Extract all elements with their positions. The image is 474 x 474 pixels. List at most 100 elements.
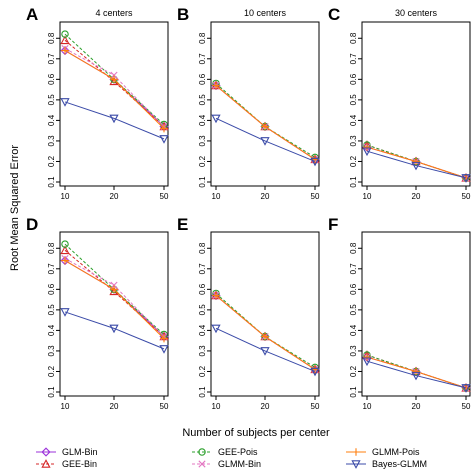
y-tick-label: 0.1 (198, 176, 207, 188)
y-tick-label: 0.8 (198, 32, 207, 44)
panel-letter: C (328, 5, 340, 24)
panel-title: 10 centers (244, 8, 287, 18)
y-tick-label: 0.6 (47, 283, 56, 295)
y-tick-label: 0.6 (47, 73, 56, 85)
panel-b: B 10 centers 0.1 0.2 0.3 0.4 0.5 0.6 0.7 0.8 10 20 5… (177, 5, 320, 201)
x-axis-label: Number of subjects per center (182, 427, 330, 439)
y-tick-label: 0.4 (349, 114, 358, 126)
legend-item: GEE-Pois (192, 447, 258, 457)
legend-label: GLMM-Bin (218, 459, 261, 469)
y-tick-label: 0.8 (198, 242, 207, 254)
panel-f: F 0.1 0.2 0.3 0.4 0.5 0.6 0.7 0.8 10 20 50 (328, 215, 471, 411)
data-point (159, 135, 169, 144)
data-point (363, 353, 371, 361)
x-tick-label: 50 (160, 192, 169, 201)
data-point (261, 122, 269, 131)
y-tick-label: 0.6 (198, 73, 207, 85)
series-line (64, 260, 165, 339)
y-tick-label: 0.4 (47, 114, 56, 126)
y-tick-label: 0.5 (349, 304, 358, 316)
y-tick-label: 0.7 (47, 53, 56, 65)
series-glmm-pois (61, 46, 168, 133)
data-point (363, 143, 371, 151)
y-tick-label: 0.7 (47, 263, 56, 275)
x-tick-label: 10 (212, 402, 221, 411)
series-line (215, 327, 316, 372)
y-tick-label: 0.3 (349, 345, 358, 357)
y-tick-label: 0.8 (349, 32, 358, 44)
series-line (64, 249, 165, 337)
data-point (60, 98, 70, 107)
series-glm-bin (60, 256, 169, 342)
data-point (411, 161, 421, 171)
legend-item: GLMM-Pois (346, 447, 420, 457)
y-tick-label: 0.7 (349, 53, 358, 65)
series-line (64, 50, 165, 129)
data-point (261, 332, 269, 341)
x-tick-label: 20 (110, 402, 119, 411)
y-tick-label: 0.4 (198, 114, 207, 126)
y-tick-label: 0.2 (349, 155, 358, 167)
data-point (212, 81, 220, 90)
y-tick-label: 0.2 (349, 365, 358, 377)
series-bayes-glmm (362, 357, 471, 393)
x-tick-label: 10 (61, 192, 70, 201)
data-point (362, 147, 372, 157)
series-line (366, 360, 467, 389)
legend-label: GEE-Pois (218, 447, 258, 457)
y-tick-label: 0.8 (47, 32, 56, 44)
y-tick-label: 0.5 (47, 94, 56, 106)
series-line (366, 150, 467, 179)
data-point (461, 384, 471, 393)
panel-letter: E (177, 215, 188, 234)
series-line (215, 83, 316, 158)
y-tick-label: 0.5 (198, 94, 207, 106)
y-tick-label: 0.3 (198, 345, 207, 357)
data-point (461, 174, 471, 183)
y-tick-label: 0.2 (47, 155, 56, 167)
y-tick-label: 0.2 (198, 365, 207, 377)
x-tick-label: 50 (311, 192, 320, 201)
series-line (64, 101, 165, 140)
data-point (260, 347, 270, 356)
y-tick-label: 0.2 (47, 365, 56, 377)
data-point (211, 324, 221, 334)
series-glmm-pois (61, 256, 168, 343)
x-tick-label: 50 (160, 402, 169, 411)
series-line (215, 117, 316, 162)
y-axis-label: Root Mean Squared Error (9, 145, 21, 271)
y-tick-label: 0.8 (349, 242, 358, 254)
y-tick-label: 0.3 (47, 345, 56, 357)
data-point (110, 71, 118, 79)
data-point (412, 157, 420, 166)
panel-letter: A (26, 5, 38, 24)
panel-title: 4 centers (95, 8, 133, 18)
series-bayes-glmm (362, 147, 471, 183)
x-tick-label: 50 (462, 402, 471, 411)
plot-frame (210, 21, 320, 187)
y-tick-label: 0.6 (198, 283, 207, 295)
data-point (60, 245, 70, 255)
y-tick-label: 0.6 (349, 73, 358, 85)
data-point (109, 324, 119, 334)
legend-marker (198, 448, 206, 456)
panel-letter: D (26, 215, 38, 234)
y-tick-label: 0.1 (349, 386, 358, 398)
y-tick-label: 0.4 (198, 324, 207, 336)
y-tick-label: 0.6 (349, 283, 358, 295)
x-tick-label: 50 (462, 192, 471, 201)
data-point (61, 256, 69, 265)
legend-item: GEE-Bin (36, 459, 97, 469)
data-point (61, 30, 69, 38)
series-line (215, 293, 316, 368)
panel-a: A 4 centers 0.1 0.2 0.3 0.4 0.5 0.6 0.7 0.8 10 20 50 (26, 5, 169, 201)
series-bayes-glmm (60, 98, 169, 144)
y-tick-label: 0.7 (349, 263, 358, 275)
data-point (412, 367, 420, 376)
data-point (61, 240, 69, 248)
x-tick-label: 50 (311, 402, 320, 411)
y-tick-label: 0.1 (47, 176, 56, 188)
series-gee-pois (212, 289, 319, 372)
panel-d: D 0.1 0.2 0.3 0.4 0.5 0.6 0.7 0.8 10 20 50 (26, 215, 169, 411)
data-point (159, 345, 169, 354)
